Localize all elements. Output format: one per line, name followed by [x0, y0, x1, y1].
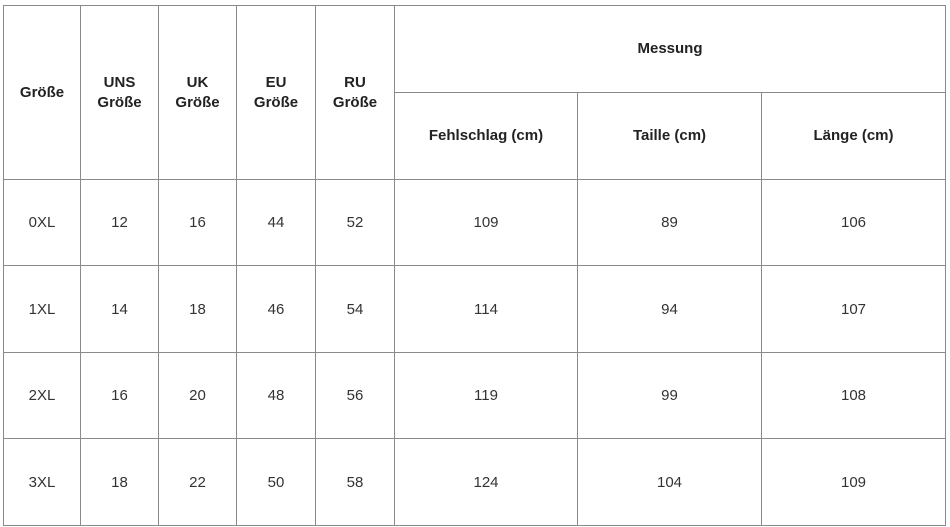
cell-length: 107	[761, 265, 946, 353]
table-row: 2XL 16 20 48 56 119 99 108	[3, 352, 946, 439]
cell-waist: 104	[577, 438, 762, 526]
cell-size: 0XL	[3, 179, 81, 266]
cell-length: 109	[761, 438, 946, 526]
cell-uk-size: 16	[158, 179, 237, 266]
header-uk-size: UK Größe	[158, 5, 237, 180]
cell-uk-size: 22	[158, 438, 237, 526]
cell-ru-size: 56	[315, 352, 395, 439]
cell-us-size: 18	[80, 438, 159, 526]
table-row: 3XL 18 22 50 58 124 104 109	[3, 438, 946, 526]
cell-waist: 94	[577, 265, 762, 353]
table-row: 1XL 14 18 46 54 114 94 107	[3, 265, 946, 353]
table-row: 0XL 12 16 44 52 109 89 106	[3, 179, 946, 266]
cell-us-size: 12	[80, 179, 159, 266]
cell-bust: 109	[394, 179, 578, 266]
cell-ru-size: 54	[315, 265, 395, 353]
cell-uk-size: 20	[158, 352, 237, 439]
header-waist: Taille (cm)	[577, 92, 762, 180]
header-ru-size: RU Größe	[315, 5, 395, 180]
header-us-size: UNS Größe	[80, 5, 159, 180]
cell-size: 3XL	[3, 438, 81, 526]
cell-us-size: 14	[80, 265, 159, 353]
cell-bust: 119	[394, 352, 578, 439]
header-measurement: Messung	[394, 5, 946, 93]
cell-length: 106	[761, 179, 946, 266]
cell-size: 2XL	[3, 352, 81, 439]
cell-uk-size: 18	[158, 265, 237, 353]
cell-waist: 89	[577, 179, 762, 266]
cell-eu-size: 48	[236, 352, 316, 439]
cell-eu-size: 50	[236, 438, 316, 526]
cell-ru-size: 52	[315, 179, 395, 266]
header-size: Größe	[3, 5, 81, 180]
header-eu-size: EU Größe	[236, 5, 316, 180]
cell-size: 1XL	[3, 265, 81, 353]
cell-us-size: 16	[80, 352, 159, 439]
cell-eu-size: 44	[236, 179, 316, 266]
header-bust: Fehlschlag (cm)	[394, 92, 578, 180]
cell-eu-size: 46	[236, 265, 316, 353]
cell-waist: 99	[577, 352, 762, 439]
size-chart-table: Größe UNS Größe UK Größe EU Größe RU Größe M…	[3, 5, 946, 526]
header-length: Länge (cm)	[761, 92, 946, 180]
cell-bust: 114	[394, 265, 578, 353]
cell-length: 108	[761, 352, 946, 439]
cell-bust: 124	[394, 438, 578, 526]
cell-ru-size: 58	[315, 438, 395, 526]
